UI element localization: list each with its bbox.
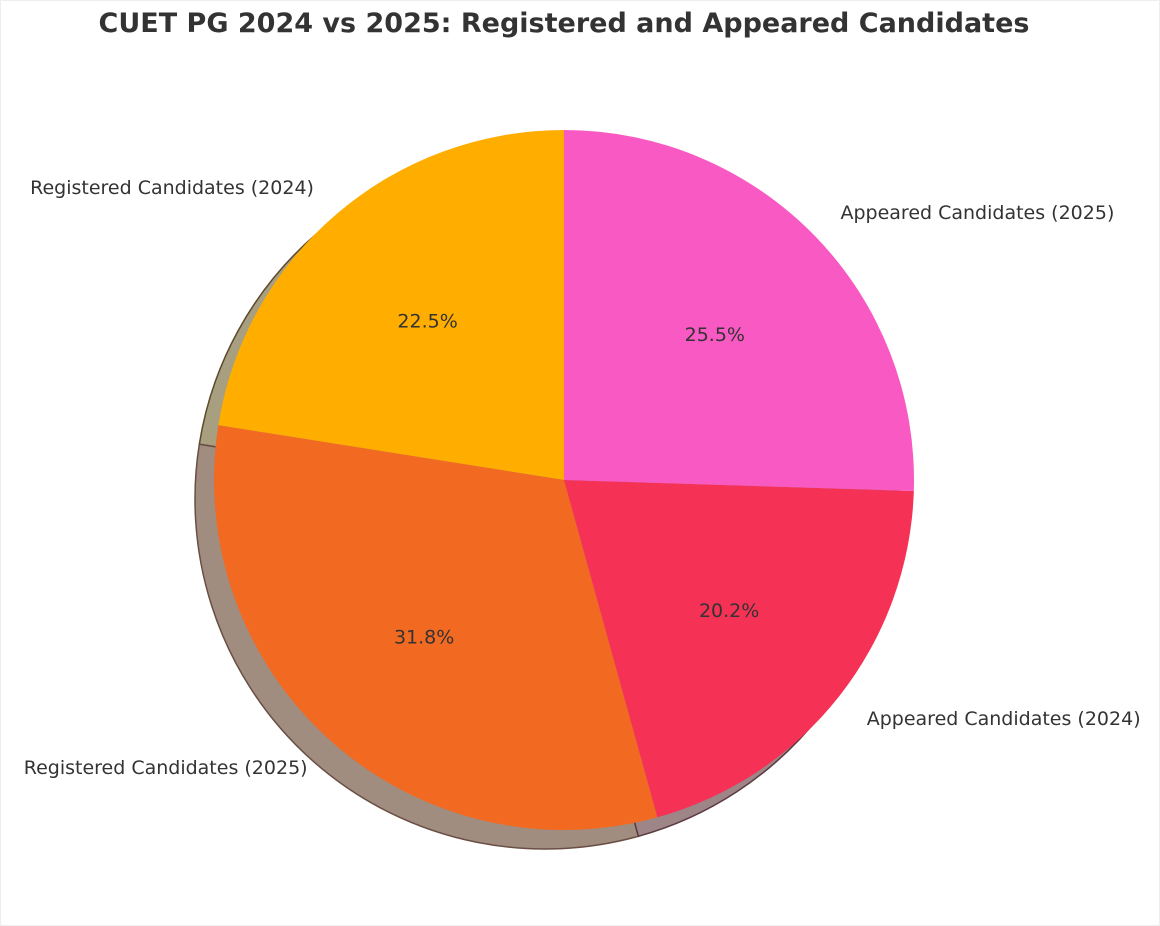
- pie-percent-labels: 22.5% 31.8% 20.2% 25.5%: [394, 310, 759, 648]
- percent-label: 31.8%: [394, 627, 454, 649]
- category-label: Appeared Candidates (2025): [840, 202, 1114, 224]
- percent-label: 22.5%: [397, 310, 457, 332]
- pie-slice: [564, 130, 914, 491]
- pie-slice: [214, 425, 658, 830]
- percent-label: 20.2%: [699, 600, 759, 622]
- percent-label: 25.5%: [685, 324, 745, 346]
- pie-slice: [564, 480, 914, 818]
- pie-slices: [214, 130, 914, 830]
- category-label: Registered Candidates (2025): [24, 757, 308, 779]
- pie-slice: [218, 130, 564, 480]
- chart-title: CUET PG 2024 vs 2025: Registered and App…: [99, 8, 1030, 39]
- category-label: Appeared Candidates (2024): [867, 708, 1141, 730]
- pie-category-labels: Registered Candidates (2024) Registered C…: [24, 177, 1141, 779]
- category-label: Registered Candidates (2024): [30, 177, 314, 199]
